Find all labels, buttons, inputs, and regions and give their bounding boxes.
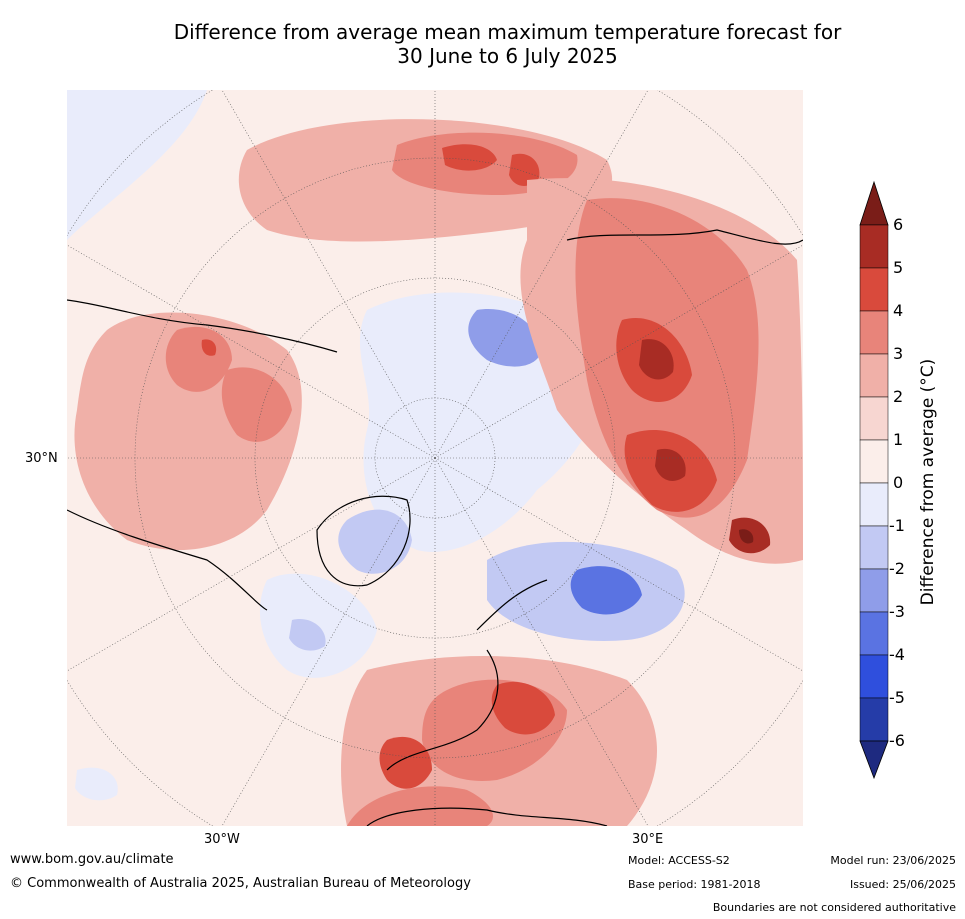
colorbar-segment <box>859 353 889 398</box>
colorbar-tick-label: -2 <box>889 559 905 578</box>
colorbar-extension-high <box>859 180 889 226</box>
colorbar-segment <box>859 439 889 484</box>
graticule-meridian-3 <box>67 244 436 459</box>
colorbar-segment <box>859 525 889 570</box>
colorbar-segment <box>859 267 889 312</box>
anomaly-region-warm-iberia <box>379 736 432 789</box>
anomaly-region-warm-asia-core-4 <box>655 448 686 481</box>
colorbar-tick-label: 5 <box>893 258 904 277</box>
anomaly-region-cool-scandinavia-2 <box>570 566 642 615</box>
anomaly-region-warm-pacific-core-2 <box>509 153 540 186</box>
colorbar-segment <box>859 482 889 527</box>
colorbar-tick-label: -1 <box>889 516 905 535</box>
graticule-meridian-12 <box>434 90 649 459</box>
lon-label-30w: 30°W <box>204 832 240 847</box>
colorbar-tick-label: -5 <box>889 688 905 707</box>
anomaly-region-warm-north-africa <box>347 786 493 826</box>
anomaly-region-cool-west <box>67 90 207 240</box>
graticule-meridian-9 <box>434 457 803 672</box>
anomaly-region-cool-greenland <box>338 509 412 574</box>
colorbar-tick-label: -4 <box>889 645 905 664</box>
lon-label-30e: 30°E <box>632 832 664 847</box>
anomaly-region-warm-asia-core-2 <box>639 339 674 380</box>
footer-issued: Issued: 25/06/2025 <box>849 878 956 891</box>
colorbar-tick-label: 6 <box>893 215 904 234</box>
colorbar-tick-label: 0 <box>893 473 904 492</box>
chart-title: Difference from average mean maximum tem… <box>0 20 965 68</box>
colorbar-segment <box>859 697 889 742</box>
colorbar-segment <box>859 224 889 269</box>
colorbar-tick-label: 4 <box>893 301 904 320</box>
graticule-meridian-11 <box>434 244 803 459</box>
anomaly-region-warm-asia-core-6 <box>739 529 754 544</box>
colorbar-tick-label: 1 <box>893 430 904 449</box>
colorbar-tick-label: -6 <box>889 731 905 750</box>
graticule-meridian-5 <box>67 457 436 672</box>
anomaly-region-cool-arctic-2 <box>468 309 542 367</box>
footer-model-run: Model run: 23/06/2025 <box>830 854 956 867</box>
lat-label-30n: 30°N <box>25 451 58 466</box>
colorbar-segment <box>859 310 889 355</box>
colorbar-extension-low <box>859 740 889 780</box>
coastline-north-america <box>67 299 338 611</box>
anomaly-region-cool-small-1 <box>75 767 118 801</box>
colorbar-segment <box>859 611 889 656</box>
colorbar <box>859 180 889 780</box>
colorbar-segment <box>859 396 889 441</box>
colorbar-segment <box>859 654 889 699</box>
colorbar-tick-label: 3 <box>893 344 904 363</box>
coastline-europe-asia <box>386 229 803 771</box>
footer-model: Model: ACCESS-S2 <box>628 854 730 867</box>
anomaly-region-cool-atlantic <box>259 573 377 678</box>
title-line-2: 30 June to 6 July 2025 <box>397 44 618 68</box>
footer-website: www.bom.gov.au/climate <box>10 852 174 867</box>
graticule-meridian-2 <box>221 90 436 459</box>
colorbar-segment <box>859 568 889 613</box>
anomaly-region-cool-atlantic-2 <box>289 619 326 651</box>
footer-base-period: Base period: 1981-2018 <box>628 878 761 891</box>
footer-copyright: © Commonwealth of Australia 2025, Austra… <box>10 876 471 891</box>
colorbar-tick-label: 2 <box>893 387 904 406</box>
coastline-africa <box>366 807 608 826</box>
anomaly-region-warm-north-america-2 <box>221 367 292 442</box>
colorbar-title: Difference from average (°C) <box>918 358 938 606</box>
graticule-meridian-6 <box>221 457 436 826</box>
anomaly-region-warm-pacific-core-1 <box>442 144 497 171</box>
anomaly-region-warm-north-america-mid <box>165 326 232 392</box>
temperature-anomaly-map <box>67 90 803 826</box>
graticule-meridian-8 <box>434 457 649 826</box>
colorbar-tick-label: -3 <box>889 602 905 621</box>
title-line-1: Difference from average mean maximum tem… <box>173 20 842 44</box>
anomaly-region-warm-europe-core <box>491 681 555 735</box>
anomaly-region-warm-north-america-core <box>201 339 217 356</box>
footer-disclaimer: Boundaries are not considered authoritat… <box>712 901 956 914</box>
coastline-greenland <box>316 495 411 587</box>
